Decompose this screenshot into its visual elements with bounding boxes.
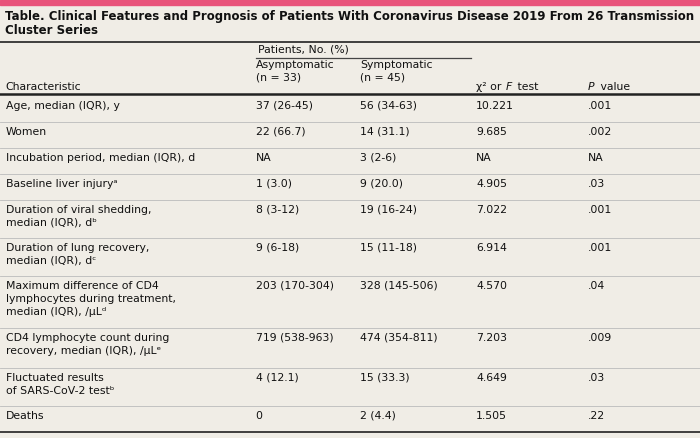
Text: test: test — [514, 82, 538, 92]
Text: χ² or: χ² or — [476, 82, 505, 92]
Text: Baseline liver injuryᵃ: Baseline liver injuryᵃ — [6, 179, 117, 189]
Text: F: F — [506, 82, 512, 92]
Text: .001: .001 — [588, 243, 612, 253]
Text: 1.505: 1.505 — [476, 411, 507, 421]
Text: 19 (16-24): 19 (16-24) — [360, 205, 417, 215]
Text: 4.649: 4.649 — [476, 373, 507, 383]
Text: Symptomatic: Symptomatic — [360, 60, 433, 70]
Text: NA: NA — [256, 153, 272, 163]
Text: 6.914: 6.914 — [476, 243, 507, 253]
Text: Asymptomatic: Asymptomatic — [256, 60, 334, 70]
Text: Age, median (IQR), y: Age, median (IQR), y — [6, 101, 120, 111]
Text: Patients, No. (%): Patients, No. (%) — [258, 45, 349, 55]
Text: 4.570: 4.570 — [476, 281, 507, 291]
Text: 3 (2-6): 3 (2-6) — [360, 153, 397, 163]
Text: 9 (20.0): 9 (20.0) — [360, 179, 403, 189]
Text: 9 (6-18): 9 (6-18) — [256, 243, 299, 253]
Text: NA: NA — [476, 153, 492, 163]
Text: .002: .002 — [588, 127, 612, 137]
Text: P: P — [588, 82, 594, 92]
Text: (n = 45): (n = 45) — [360, 72, 405, 82]
Text: .03: .03 — [588, 373, 606, 383]
Text: 0: 0 — [256, 411, 262, 421]
Text: 15 (33.3): 15 (33.3) — [360, 373, 410, 383]
Text: 2 (4.4): 2 (4.4) — [360, 411, 396, 421]
Text: Incubation period, median (IQR), d: Incubation period, median (IQR), d — [6, 153, 195, 163]
Text: Deaths: Deaths — [6, 411, 44, 421]
Text: Women: Women — [6, 127, 47, 137]
Text: 15 (11-18): 15 (11-18) — [360, 243, 417, 253]
Text: .001: .001 — [588, 101, 612, 111]
Text: 37 (26-45): 37 (26-45) — [256, 101, 312, 111]
Text: Table. Clinical Features and Prognosis of Patients With Coronavirus Disease 2019: Table. Clinical Features and Prognosis o… — [5, 10, 694, 23]
Text: .04: .04 — [588, 281, 606, 291]
Text: 10.221: 10.221 — [476, 101, 514, 111]
Text: 9.685: 9.685 — [476, 127, 507, 137]
Text: 719 (538-963): 719 (538-963) — [256, 333, 333, 343]
Text: 1 (3.0): 1 (3.0) — [256, 179, 291, 189]
Text: .009: .009 — [588, 333, 612, 343]
Text: value: value — [597, 82, 630, 92]
Text: Characteristic: Characteristic — [6, 82, 81, 92]
Text: Duration of viral shedding,
median (IQR), dᵇ: Duration of viral shedding, median (IQR)… — [6, 205, 151, 228]
Text: Maximum difference of CD4
lymphocytes during treatment,
median (IQR), /μLᵈ: Maximum difference of CD4 lymphocytes du… — [6, 281, 176, 317]
Text: 14 (31.1): 14 (31.1) — [360, 127, 410, 137]
Text: Duration of lung recovery,
median (IQR), dᶜ: Duration of lung recovery, median (IQR),… — [6, 243, 149, 266]
Text: .001: .001 — [588, 205, 612, 215]
Text: 328 (145-506): 328 (145-506) — [360, 281, 438, 291]
Text: CD4 lymphocyte count during
recovery, median (IQR), /μLᵉ: CD4 lymphocyte count during recovery, me… — [6, 333, 169, 356]
Text: (n = 33): (n = 33) — [256, 72, 300, 82]
Text: 4 (12.1): 4 (12.1) — [256, 373, 298, 383]
Text: 8 (3-12): 8 (3-12) — [256, 205, 299, 215]
Text: 7.203: 7.203 — [476, 333, 507, 343]
Text: .03: .03 — [588, 179, 606, 189]
Text: 474 (354-811): 474 (354-811) — [360, 333, 438, 343]
Text: 22 (66.7): 22 (66.7) — [256, 127, 305, 137]
Text: .22: .22 — [588, 411, 605, 421]
Bar — [0, 0, 700, 5]
Text: 7.022: 7.022 — [476, 205, 507, 215]
Text: 203 (170-304): 203 (170-304) — [256, 281, 333, 291]
Text: 4.905: 4.905 — [476, 179, 507, 189]
Text: Fluctuated results
of SARS-CoV-2 testᵇ: Fluctuated results of SARS-CoV-2 testᵇ — [6, 373, 114, 396]
Text: NA: NA — [588, 153, 603, 163]
Text: 56 (34-63): 56 (34-63) — [360, 101, 417, 111]
Text: Cluster Series: Cluster Series — [5, 24, 98, 37]
